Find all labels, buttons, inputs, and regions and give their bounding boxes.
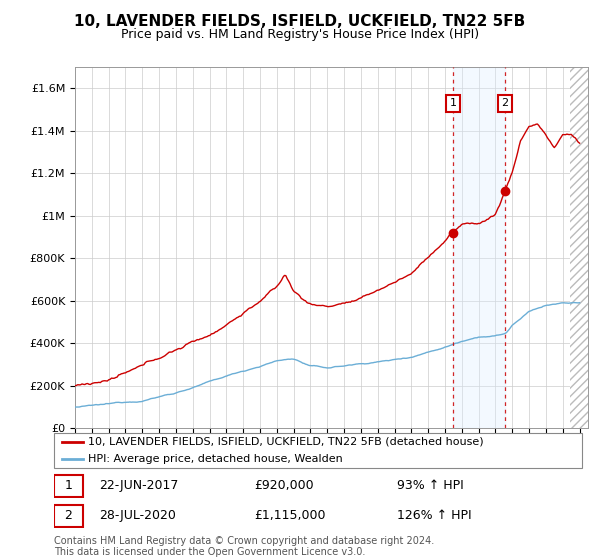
Text: 1: 1: [449, 99, 457, 108]
FancyBboxPatch shape: [54, 475, 83, 497]
Text: 10, LAVENDER FIELDS, ISFIELD, UCKFIELD, TN22 5FB: 10, LAVENDER FIELDS, ISFIELD, UCKFIELD, …: [74, 14, 526, 29]
FancyBboxPatch shape: [54, 433, 582, 468]
Text: 126% ↑ HPI: 126% ↑ HPI: [397, 509, 472, 522]
Text: Price paid vs. HM Land Registry's House Price Index (HPI): Price paid vs. HM Land Registry's House …: [121, 28, 479, 41]
Text: Contains HM Land Registry data © Crown copyright and database right 2024.
This d: Contains HM Land Registry data © Crown c…: [54, 535, 434, 557]
Text: 2: 2: [502, 99, 509, 108]
Text: £1,115,000: £1,115,000: [254, 509, 326, 522]
Bar: [453, 67, 505, 428]
Text: 93% ↑ HPI: 93% ↑ HPI: [397, 479, 464, 492]
FancyBboxPatch shape: [54, 505, 83, 527]
Text: 28-JUL-2020: 28-JUL-2020: [99, 509, 176, 522]
Text: HPI: Average price, detached house, Wealden: HPI: Average price, detached house, Weal…: [88, 454, 343, 464]
Text: 22-JUN-2017: 22-JUN-2017: [99, 479, 178, 492]
Text: 2: 2: [65, 509, 73, 522]
Bar: [570, 67, 588, 428]
Text: 10, LAVENDER FIELDS, ISFIELD, UCKFIELD, TN22 5FB (detached house): 10, LAVENDER FIELDS, ISFIELD, UCKFIELD, …: [88, 437, 484, 446]
Text: 1: 1: [65, 479, 73, 492]
Text: £920,000: £920,000: [254, 479, 314, 492]
